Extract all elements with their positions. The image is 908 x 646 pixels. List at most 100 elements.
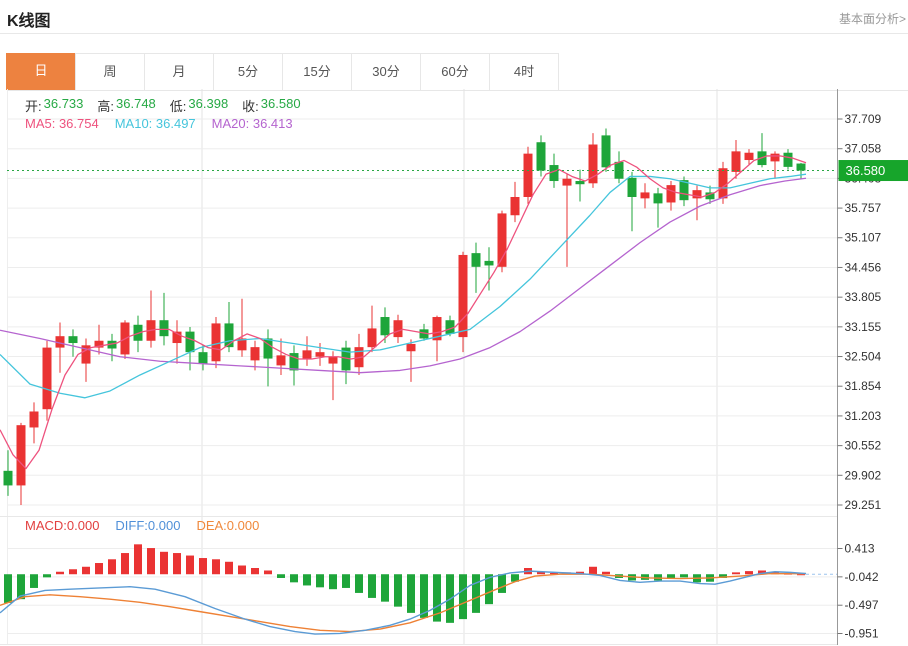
macd-bar [407,574,415,613]
tab-4时[interactable]: 4时 [489,53,559,90]
tick-label: 32.504 [845,350,882,364]
macd-bar [251,568,259,575]
candle-down [68,336,78,344]
macd-bar [758,570,766,575]
macd-bar [199,558,207,575]
candle-up [458,254,468,338]
macd-bar [4,574,12,603]
macd-bar [654,574,662,581]
page-title: K线图 [7,13,51,30]
candle-up [770,153,780,162]
fundamental-analysis-link[interactable]: 基本面分析> [838,12,906,26]
macd-bar [212,559,220,575]
tab-60分[interactable]: 60分 [420,53,490,90]
tick-label: 31.854 [845,379,882,393]
tab-15分[interactable]: 15分 [282,53,352,90]
candle-down [289,353,299,371]
tick-label: 30.552 [845,439,882,453]
macd-bar [69,569,77,575]
macd-bar [225,561,233,575]
macd-bar [485,574,493,605]
candle-down [380,317,390,336]
candle-up [29,411,39,428]
candle-up [718,168,728,199]
candle-down [107,340,117,349]
candle-down [185,331,195,353]
macd-bar [329,574,337,590]
ma10-line [0,173,807,399]
candle-down [679,180,689,201]
macd-bar [316,574,324,588]
macd-bar [17,574,25,600]
candle-down [159,320,169,337]
candle-down [419,329,429,339]
macd-bar [381,574,389,602]
candle-down [575,181,585,185]
candle-down [536,142,546,171]
candle-down [341,347,351,371]
candle-up [692,190,702,199]
candle-up [94,340,104,348]
macd-bar [602,571,610,575]
candle-up [588,144,598,184]
macd-bar [459,574,467,620]
candle-up [432,317,442,341]
macd-bar [147,548,155,575]
current-price-tag [838,160,908,182]
tick-label: 31.203 [845,409,882,423]
macd-bar [121,553,129,575]
tab-日[interactable]: 日 [6,53,76,90]
tick-label: 37.058 [845,142,882,156]
candle-down [783,152,793,167]
macd-bar [290,574,298,583]
macd-bar [667,574,675,579]
candle-up [55,336,65,348]
macd-bar [30,574,38,588]
macd-bar [56,571,64,575]
candle-up [315,352,325,357]
candle-down [263,338,273,359]
candle-down [445,320,455,334]
macd-bar [134,544,142,575]
candle-up [497,213,507,267]
tab-5分[interactable]: 5分 [213,53,283,90]
candle-up [250,347,260,361]
candle-up [666,185,676,203]
tick-label: 33.155 [845,320,882,334]
period-tabbar: 日周月 5分 15分 30分 60分 4时 [6,53,908,91]
macd-bar [355,574,363,593]
candle-down [601,135,611,168]
macd-bar [680,574,688,578]
candle-up [731,151,741,172]
candle-up [367,328,377,348]
candle-up [211,323,221,362]
macd-bar [160,551,168,575]
macd-bar [108,559,116,575]
macd-bar [277,574,285,578]
current-price-tag-text: 36.580 [846,163,886,178]
macd-bar [43,574,51,578]
candle-up [81,345,91,364]
tab-月[interactable]: 月 [144,53,214,90]
macd-bar [82,566,90,575]
candle-down [484,260,494,266]
tab-30分[interactable]: 30分 [351,53,421,90]
macd-bar [420,574,428,618]
tab-周[interactable]: 周 [75,53,145,90]
macd-bar [511,574,519,582]
header: K线图 基本面分析> [0,0,908,34]
candle-down [705,192,715,200]
macd-bar [550,572,558,575]
tick-label: 35.757 [845,201,882,215]
tick-label: 29.902 [845,468,882,482]
candle-up [640,192,650,199]
candle-down [198,352,208,364]
candle-down [224,323,234,348]
macd-bar [433,574,441,622]
macd-bar [472,574,480,613]
candle-down [549,165,559,182]
candle-up [406,343,416,352]
macd-bar [186,555,194,575]
